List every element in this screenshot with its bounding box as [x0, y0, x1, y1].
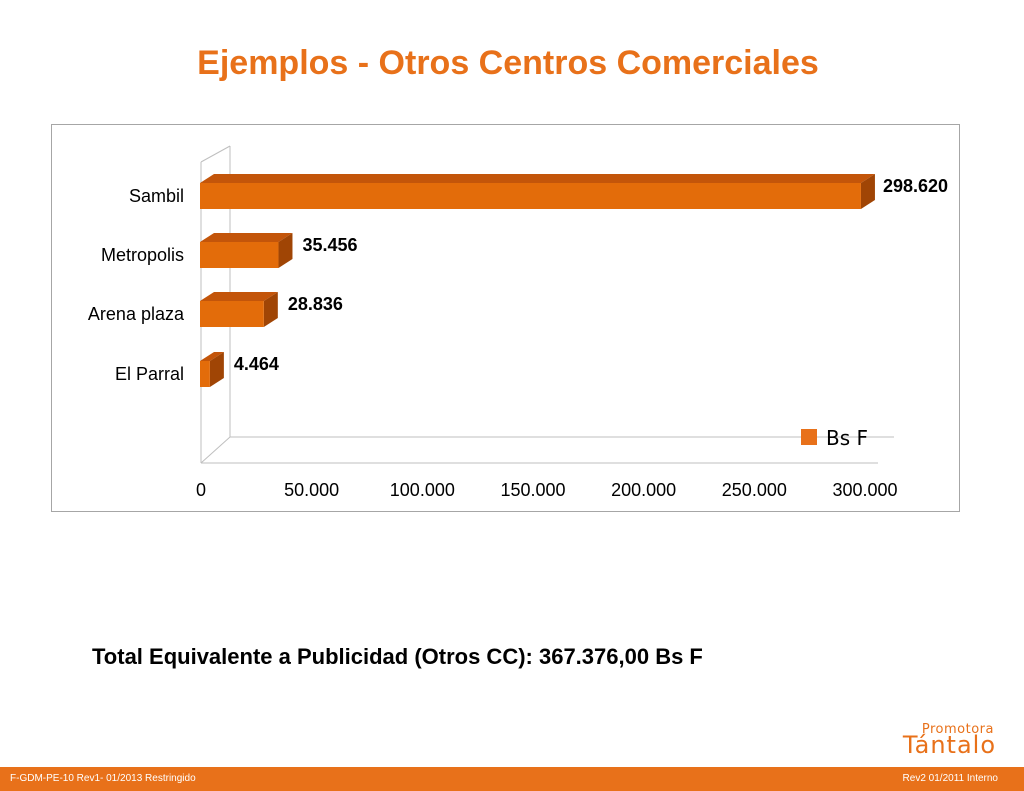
- footer-revision: Rev2 01/2011 Interno: [902, 773, 998, 784]
- bar-1: [200, 242, 279, 268]
- bar-top-3: [200, 352, 224, 361]
- data-label: 4.464: [234, 354, 279, 374]
- x-tick-label: 100.000: [390, 480, 455, 500]
- chart-frame: Sambil 298.620 Metropolis 35.456 Arena plaza…: [51, 124, 960, 512]
- bar-top-2: [200, 292, 278, 301]
- bar-top-1: [200, 233, 293, 242]
- category-label: El Parral: [115, 364, 184, 384]
- x-tick-label: 50.000: [284, 480, 339, 500]
- axis-wall-top: [200, 145, 231, 163]
- x-tick-label: 150.000: [500, 480, 565, 500]
- legend-swatch: [801, 429, 817, 445]
- bar-side-3: [209, 352, 224, 387]
- bar-top-0: [200, 174, 875, 183]
- bar-side-0: [860, 174, 875, 209]
- bar-3: [200, 361, 210, 387]
- data-label: 35.456: [302, 235, 357, 255]
- bar-side-1: [278, 233, 293, 268]
- legend-label: Bs F: [826, 426, 868, 450]
- x-tick-label: 250.000: [722, 480, 787, 500]
- bar-0: [200, 183, 861, 209]
- data-label: 298.620: [883, 176, 948, 196]
- footer-document-code: F-GDM-PE-10 Rev1- 01/2013 Restringido: [10, 773, 196, 784]
- bar-chart: Sambil 298.620 Metropolis 35.456 Arena plaza…: [88, 145, 948, 500]
- category-label: Metropolis: [101, 245, 184, 265]
- logo-subtitle: Promotora: [921, 722, 994, 737]
- total-equivalent-text: Total Equivalente a Publicidad (Otros CC…: [92, 644, 703, 669]
- category-label: Arena plaza: [88, 304, 185, 324]
- x-tick-label: 200.000: [611, 480, 676, 500]
- data-label: 28.836: [288, 294, 343, 314]
- bar-side-2: [263, 292, 278, 327]
- axis-floor-edge: [200, 436, 231, 464]
- logo-name: Tántalo: [902, 731, 996, 759]
- x-tick-label: 300.000: [832, 480, 897, 500]
- company-logo: Promotora Tántalo: [890, 720, 1010, 760]
- category-label: Sambil: [129, 186, 184, 206]
- slide-title: Ejemplos - Otros Centros Comerciales: [197, 44, 819, 82]
- footer-bar: F-GDM-PE-10 Rev1- 01/2013 Restringido Re…: [0, 767, 1024, 791]
- bar-2: [200, 301, 264, 327]
- x-tick-label: 0: [196, 480, 206, 500]
